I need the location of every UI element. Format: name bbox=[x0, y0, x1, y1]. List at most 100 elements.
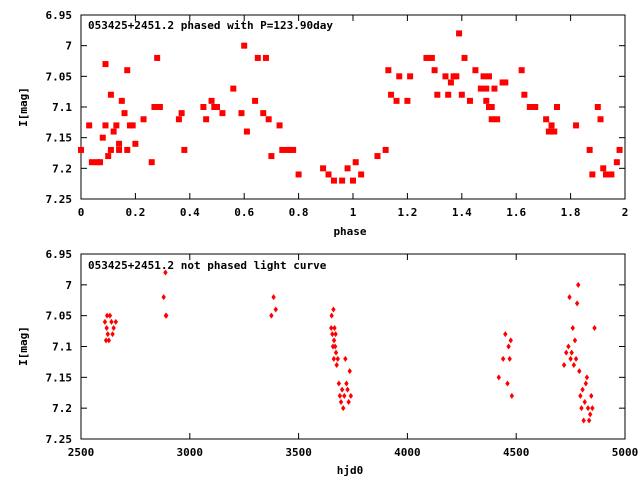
data-point bbox=[344, 380, 349, 387]
data-point bbox=[503, 331, 508, 338]
data-point bbox=[543, 116, 550, 123]
data-point bbox=[567, 294, 572, 301]
data-point bbox=[472, 67, 479, 74]
data-point bbox=[551, 128, 558, 135]
y-tick-label: 7.2 bbox=[52, 402, 72, 415]
data-point bbox=[358, 171, 365, 178]
data-point bbox=[124, 67, 131, 74]
data-point bbox=[576, 281, 581, 288]
data-point bbox=[103, 337, 109, 344]
data-point bbox=[486, 73, 492, 80]
data-point bbox=[140, 116, 147, 123]
data-point bbox=[574, 300, 580, 307]
y-tick-label: 6.95 bbox=[46, 248, 73, 261]
data-point bbox=[163, 269, 168, 276]
data-point bbox=[337, 392, 343, 399]
data-point bbox=[507, 355, 512, 362]
y-axis-label: I[mag] bbox=[17, 326, 30, 366]
data-point bbox=[214, 104, 220, 110]
data-point bbox=[458, 91, 465, 98]
data-point bbox=[590, 405, 595, 412]
chart-title: 053425+2451.2 phased with P=123.90day bbox=[88, 19, 333, 32]
data-point bbox=[480, 73, 487, 80]
y-tick-label: 7.25 bbox=[46, 193, 73, 206]
data-point bbox=[461, 54, 468, 61]
data-point bbox=[341, 405, 346, 412]
data-point bbox=[219, 110, 226, 117]
x-tick-label: 0.4 bbox=[180, 206, 200, 219]
data-point bbox=[269, 312, 274, 319]
x-tick-label: 3500 bbox=[285, 446, 312, 459]
data-point bbox=[580, 386, 585, 393]
data-point bbox=[107, 312, 113, 319]
data-point bbox=[568, 355, 573, 362]
x-tick-label: 1.6 bbox=[506, 206, 526, 219]
y-tick-label: 7.2 bbox=[52, 162, 72, 175]
data-point bbox=[582, 399, 587, 405]
data-point bbox=[102, 61, 109, 68]
data-point bbox=[116, 140, 123, 147]
data-point bbox=[561, 362, 567, 368]
data-point bbox=[577, 368, 582, 375]
data-point bbox=[466, 97, 473, 104]
data-point bbox=[121, 110, 128, 117]
data-point bbox=[129, 122, 136, 129]
data-point bbox=[545, 128, 552, 135]
data-point bbox=[105, 153, 112, 160]
data-point bbox=[164, 312, 169, 319]
data-point bbox=[97, 159, 104, 166]
data-point bbox=[350, 177, 356, 184]
data-point bbox=[339, 386, 345, 393]
data-point bbox=[483, 97, 490, 104]
x-axis-label: hjd0 bbox=[337, 464, 364, 477]
y-tick-label: 7.25 bbox=[46, 433, 73, 446]
data-point bbox=[241, 42, 248, 49]
data-point bbox=[78, 146, 84, 153]
data-point bbox=[271, 294, 276, 301]
data-point bbox=[86, 122, 93, 129]
data-point bbox=[579, 405, 584, 412]
data-point bbox=[509, 392, 515, 399]
data-point bbox=[496, 374, 501, 381]
x-tick-label: 1 bbox=[350, 206, 357, 219]
data-point bbox=[331, 306, 336, 313]
data-point bbox=[407, 73, 414, 80]
y-axis-ticks: 6.95 7 7.05 7.1 7.15 7.2 7.25 bbox=[46, 9, 625, 206]
data-point bbox=[178, 110, 185, 117]
data-point bbox=[388, 91, 395, 98]
data-point bbox=[208, 97, 215, 104]
data-point bbox=[347, 368, 352, 375]
data-point bbox=[597, 116, 604, 123]
data-point bbox=[110, 331, 115, 338]
data-point bbox=[586, 146, 593, 153]
data-point bbox=[333, 331, 338, 338]
data-point bbox=[554, 104, 560, 110]
data-point bbox=[505, 380, 510, 387]
x-tick-label: 1.4 bbox=[452, 206, 472, 219]
data-point bbox=[268, 153, 275, 160]
data-point bbox=[111, 325, 116, 331]
data-point bbox=[570, 325, 575, 331]
data-point bbox=[500, 355, 506, 362]
data-point bbox=[584, 374, 590, 381]
data-point bbox=[203, 116, 210, 123]
data-point bbox=[330, 331, 335, 338]
data-point bbox=[200, 104, 207, 110]
data-point bbox=[456, 30, 463, 37]
data-point bbox=[583, 380, 589, 387]
data-point bbox=[336, 380, 342, 387]
data-point bbox=[331, 337, 337, 344]
data-point bbox=[238, 110, 245, 117]
data-point bbox=[447, 79, 454, 86]
data-point bbox=[279, 146, 286, 153]
data-point bbox=[343, 355, 348, 362]
data-point bbox=[107, 91, 114, 98]
data-point bbox=[566, 343, 571, 350]
x-tick-label: 0.8 bbox=[289, 206, 309, 219]
data-point bbox=[564, 349, 569, 356]
data-point bbox=[346, 399, 351, 405]
data-point bbox=[494, 116, 501, 123]
x-tick-label: 2 bbox=[622, 206, 629, 219]
